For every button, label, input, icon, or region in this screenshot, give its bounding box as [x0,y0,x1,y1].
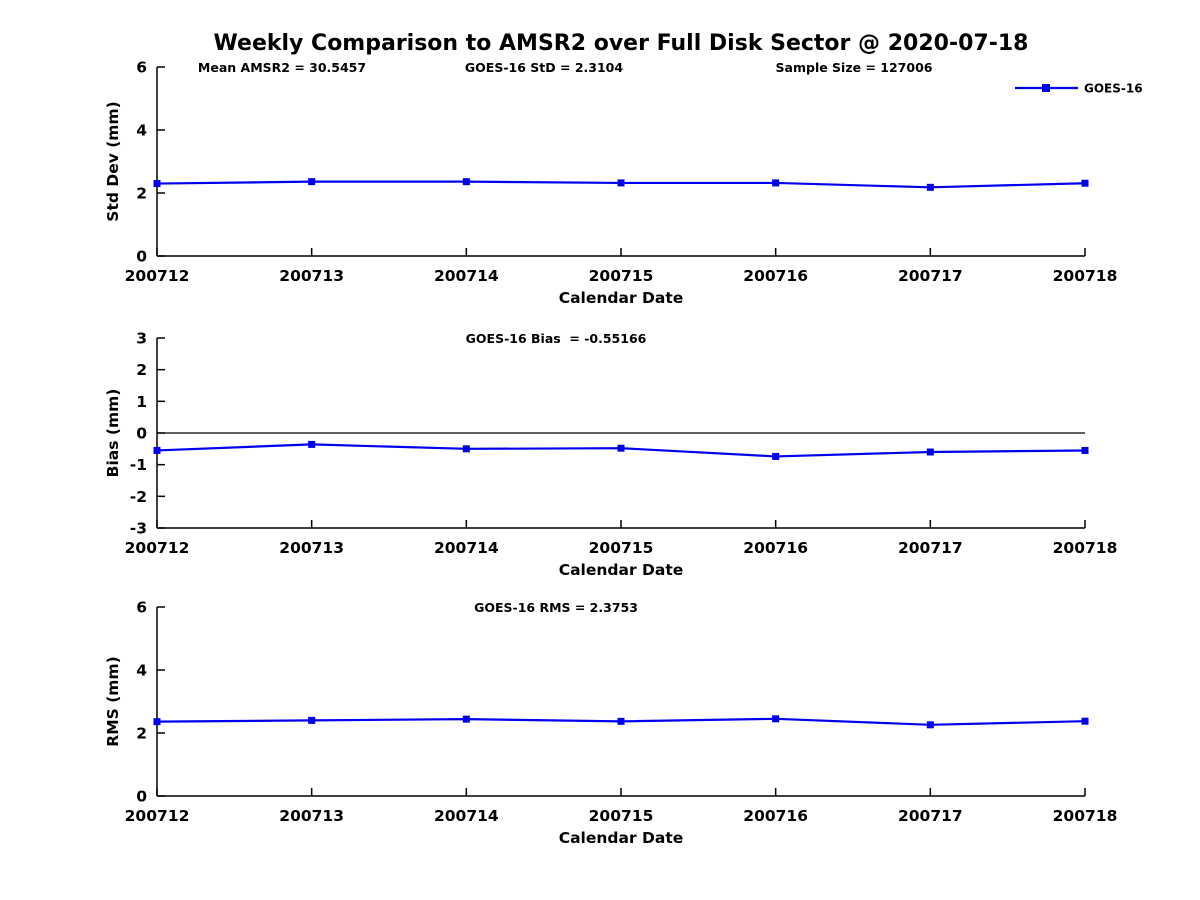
data-point-marker [1081,446,1089,454]
y-axis-label: Std Dev (mm) [104,101,122,221]
x-tick-label: 200716 [743,267,808,285]
x-tick-label: 200713 [279,539,344,557]
x-tick-label: 200714 [434,539,499,557]
subplot-annotation: GOES-16 Bias = -0.55166 [466,331,647,346]
x-tick-label: 200712 [125,539,190,557]
y-tick-label: -2 [130,488,147,506]
x-tick-label: 200714 [434,807,499,825]
data-point-marker [462,178,470,186]
subplot-std-dev: 0 2 4 6 200712 200713 200714 200715 200716 200717… [104,59,1117,308]
subplot-bias: -3 -2 -1 0 1 2 3 200712 200713 200714 200715 200716… [104,330,1117,580]
subplot-annotation: Sample Size = 127006 [776,60,933,75]
data-point-marker [308,178,316,186]
legend-marker-icon [1042,84,1050,92]
x-tick-label: 200714 [434,267,499,285]
y-tick-label: 3 [136,330,147,348]
x-tick-label: 200718 [1053,267,1118,285]
subplot-annotation: GOES-16 StD = 2.3104 [465,60,623,75]
data-point-marker [153,180,161,188]
y-tick-label: 2 [136,725,147,743]
x-tick-label: 200718 [1053,807,1118,825]
data-point-marker [308,716,316,724]
x-tick-label: 200717 [898,267,963,285]
data-point-marker [617,717,625,725]
y-tick-label: 6 [136,59,147,77]
legend-label: GOES-16 [1084,82,1143,96]
x-tick-label: 200715 [589,539,654,557]
legend: GOES-16 [1015,82,1143,96]
y-tick-label: 4 [136,122,147,140]
x-tick-label: 200717 [898,539,963,557]
data-point-marker [153,446,161,454]
data-point-marker [926,721,934,729]
figure-title: Weekly Comparison to AMSR2 over Full Dis… [213,31,1029,56]
y-tick-label: -3 [130,520,147,538]
y-tick-label: 2 [136,361,147,379]
x-axis-label: Calendar Date [559,829,684,847]
y-tick-label: 0 [136,425,147,443]
x-tick-label: 200716 [743,539,808,557]
y-axis-label: RMS (mm) [104,656,122,746]
x-tick-label: 200712 [125,267,190,285]
y-tick-label: 0 [136,248,147,266]
x-tick-label: 200715 [589,807,654,825]
x-tick-label: 200713 [279,807,344,825]
x-tick-label: 200716 [743,807,808,825]
y-tick-label: 2 [136,185,147,203]
data-point-marker [462,445,470,453]
data-point-marker [153,718,161,726]
x-tick-label: 200718 [1053,539,1118,557]
y-axis-label: Bias (mm) [104,389,122,478]
x-axis-label: Calendar Date [559,289,684,307]
data-point-marker [772,452,780,460]
data-point-marker [772,715,780,723]
x-axis-label: Calendar Date [559,561,684,579]
data-point-marker [308,440,316,448]
data-point-marker [617,444,625,452]
subplot-annotation: GOES-16 RMS = 2.3753 [474,600,638,615]
x-tick-label: 200717 [898,807,963,825]
data-point-marker [1081,717,1089,725]
data-point-marker [617,179,625,187]
data-point-marker [772,179,780,187]
x-tick-label: 200713 [279,267,344,285]
data-point-marker [926,448,934,456]
y-tick-label: -1 [130,456,147,474]
y-tick-label: 6 [136,599,147,617]
y-tick-label: 1 [136,393,147,411]
data-point-marker [462,715,470,723]
y-tick-label: 4 [136,662,147,680]
subplot-rms: 0 2 4 6 200712 200713 200714 200715 200716 200717… [104,599,1117,848]
y-tick-label: 0 [136,788,147,806]
x-tick-label: 200715 [589,267,654,285]
x-tick-label: 200712 [125,807,190,825]
subplot-annotation: Mean AMSR2 = 30.5457 [198,60,366,75]
data-point-marker [1081,179,1089,187]
data-point-marker [926,183,934,191]
